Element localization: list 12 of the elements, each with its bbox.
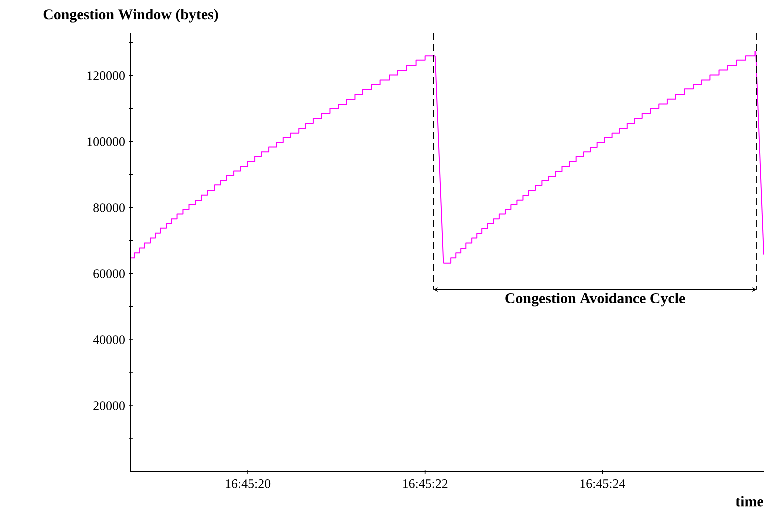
y-tick-label: 40000: [93, 336, 125, 344]
annotation: Congestion Avoidance Cycle: [506, 293, 686, 307]
y-tick-label: 20000: [94, 402, 125, 410]
y-tick-label: 60000: [94, 270, 125, 278]
x-tick-label: 16:45:22: [403, 480, 448, 488]
x-axis-title: time: [736, 496, 764, 507]
y-tick-label: 100000: [88, 138, 125, 146]
y-tick-label: 80000: [94, 204, 125, 212]
x-tick-label: 16:45:20: [226, 480, 271, 488]
y-axis-title: Congestion Window (bytes): [44, 9, 218, 23]
x-tick-label: 16:45:24: [580, 480, 626, 488]
y-tick-label: 120000: [88, 72, 125, 80]
